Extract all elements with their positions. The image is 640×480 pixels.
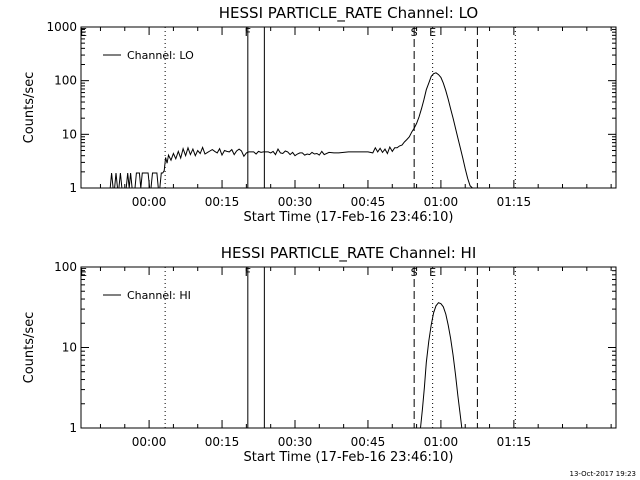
y-axis-label: Counts/sec	[22, 72, 37, 144]
event-marker-label: E	[429, 26, 436, 39]
y-tick-label: 1	[69, 421, 77, 435]
x-tick-label: 00:15	[205, 195, 240, 209]
event-marker-label: E	[429, 266, 436, 279]
chart-panel-1: HESSI PARTICLE_RATE Channel: HI 1 10 100 00:…	[22, 244, 617, 465]
x-tick-label: 00:30	[278, 435, 313, 449]
x-tick-label: 00:00	[132, 435, 167, 449]
x-tick-label: 00:45	[351, 195, 386, 209]
y-axis-label: Counts/sec	[22, 312, 37, 384]
timestamp: 13-Oct-2017 19:23	[570, 470, 636, 478]
y-tick-label: 10	[62, 127, 77, 141]
chart-title: HESSI PARTICLE_RATE Channel: LO	[219, 4, 478, 23]
y-tick-label: 100	[54, 74, 77, 88]
x-tick-label: 01:15	[497, 195, 532, 209]
y-tick-label: 1000	[46, 20, 77, 34]
x-tick-label: 01:15	[497, 435, 532, 449]
x-tick-label: 01:00	[424, 435, 459, 449]
series-line	[420, 302, 463, 429]
y-tick-label: 100	[54, 260, 77, 274]
x-axis-label: Start Time (17-Feb-16 23:46:10)	[244, 210, 454, 225]
x-tick-label: 00:30	[278, 195, 313, 209]
event-marker-label: S	[411, 266, 418, 279]
plot-frame	[80, 26, 617, 189]
y-tick-label: 1	[69, 181, 77, 195]
event-marker-label: E	[80, 26, 87, 39]
legend-label: Channel: HI	[127, 289, 191, 302]
x-tick-label: 00:00	[132, 195, 167, 209]
x-tick-label: 00:15	[205, 435, 240, 449]
legend-label: Channel: LO	[127, 49, 194, 62]
chart-title: HESSI PARTICLE_RATE Channel: HI	[221, 244, 477, 263]
y-tick-label: 10	[62, 341, 77, 355]
x-tick-label: 01:00	[424, 195, 459, 209]
event-marker-label: S	[411, 26, 418, 39]
chart-panel-0: HESSI PARTICLE_RATE Channel: LO 1 10 100 100…	[22, 4, 617, 225]
x-axis-label: Start Time (17-Feb-16 23:46:10)	[244, 450, 454, 465]
event-marker-label: E	[80, 266, 87, 279]
event-marker-label: F	[245, 26, 251, 39]
x-tick-label: 00:45	[351, 435, 386, 449]
event-marker-label: F	[245, 266, 251, 279]
series-line	[109, 72, 475, 189]
